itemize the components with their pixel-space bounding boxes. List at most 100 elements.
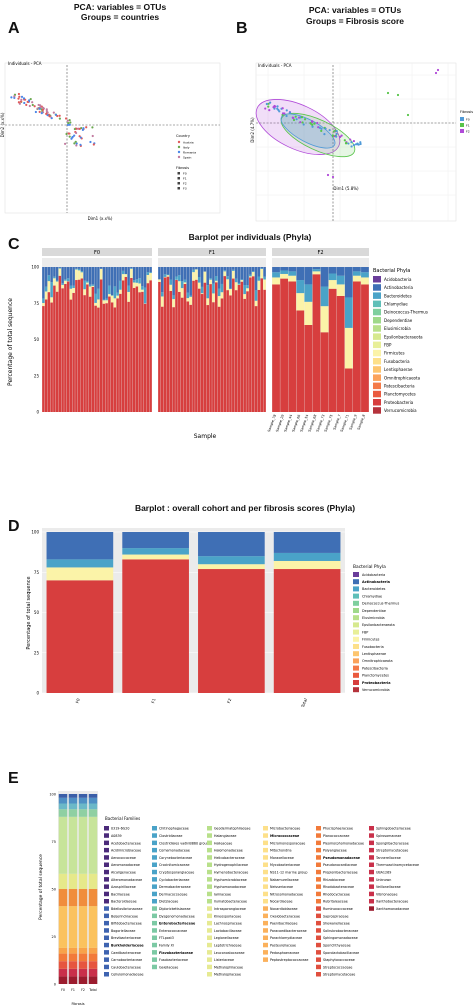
barplot-e-legend-label: Planococcaceae xyxy=(323,834,349,838)
barplot-e-legend-key xyxy=(263,862,268,867)
barplot-e-legend-label: Halomonadaceae xyxy=(214,849,243,853)
barplot-e-legend-label: Pasteurellaceae xyxy=(270,944,296,948)
barplot-e-legend-key xyxy=(316,826,321,831)
pca-a-legend2-key xyxy=(177,177,180,180)
barplot-c-bar-segment xyxy=(58,275,62,412)
pca-a-heading-1: PCA: variables = OTUs xyxy=(73,2,167,12)
pca-a-point xyxy=(28,104,31,108)
barplot-d-legend-label: Chlamydiae xyxy=(362,594,382,598)
barplot-c-bar-segment xyxy=(169,279,173,285)
pca-b-legend-key xyxy=(460,117,464,121)
barplot-e-legend-label: Intrasporangiaceae xyxy=(214,907,246,911)
barplot-e-ytick: 75 xyxy=(52,840,56,844)
barplot-c-xtick: Sample_78 xyxy=(267,414,277,432)
barplot-c-bar-segment xyxy=(200,286,204,294)
pca-a-point xyxy=(71,135,74,139)
barplot-e-legend-key xyxy=(104,920,109,926)
barplot-e-legend-key xyxy=(104,862,109,867)
barplot-c-bar-segment xyxy=(99,267,103,269)
barplot-c-bar-segment xyxy=(47,292,51,412)
barplot-e-bar-segment xyxy=(58,803,68,810)
barplot-e-legend-key xyxy=(316,840,321,846)
barplot-c-bar-segment xyxy=(234,278,238,283)
barplot-e-legend-key xyxy=(152,840,157,846)
barplot-c-xtick: Sample_44 xyxy=(283,414,293,432)
barplot-c-bar-segment xyxy=(223,270,227,272)
barplot-d-bar-segment xyxy=(122,554,189,560)
barplot-c-xtick: Sample_7 xyxy=(332,414,341,431)
barplot-c-bar-segment xyxy=(127,291,130,302)
barplot-e-bar-segment xyxy=(78,976,88,984)
barplot-e-legend-key xyxy=(207,935,212,940)
pca-b-point xyxy=(281,107,284,110)
barplot-d-legend-key xyxy=(353,644,359,649)
pca-b-point xyxy=(320,129,323,132)
barplot-c-bar-segment xyxy=(121,270,125,275)
barplot-c-bar-segment xyxy=(135,279,139,283)
barplot-e-legend-key xyxy=(316,877,321,882)
barplot-c-bar-segment xyxy=(217,306,221,412)
pca-a-legend-key xyxy=(177,150,181,154)
barplot-c-bar-segment xyxy=(172,307,175,412)
barplot-c-bar-segment xyxy=(94,305,97,412)
barplot-c-bar-segment xyxy=(149,267,152,273)
barplot-c-bar-segment xyxy=(110,295,114,296)
barplot-e-legend-label: Hymenobacteraceae xyxy=(214,871,248,875)
barplot-c-bar-segment xyxy=(304,301,313,325)
pca-b-legend-label: F0 xyxy=(466,118,470,122)
barplot-c-bar-segment xyxy=(169,267,173,280)
barplot-c-bar-segment xyxy=(42,267,45,299)
panel-letter-a: A xyxy=(8,20,20,37)
barplot-c-bar-segment xyxy=(124,274,128,277)
pca-b-point xyxy=(303,118,307,121)
barplot-d-bar-segment xyxy=(122,532,189,549)
pca-a-legend2-key xyxy=(177,182,180,185)
barplot-e-legend-label: Aeromonadaceae xyxy=(111,863,140,867)
barplot-c-bar-segment xyxy=(203,271,207,283)
barplot-c-bar-segment xyxy=(130,277,133,412)
barplot-c-bar-segment xyxy=(64,279,67,281)
barplot-e-ytick: 50 xyxy=(52,888,56,892)
pca-a-point xyxy=(69,121,72,124)
pca-b-heading-2: Groups = Fibrosis score xyxy=(305,16,404,26)
barplot-c-bar-segment xyxy=(141,267,144,287)
pca-a-legend2-label: F2 xyxy=(183,182,187,186)
barplot-c-bar-segment xyxy=(328,280,337,289)
barplot-e-bar-segment xyxy=(58,976,68,984)
pca-a-point xyxy=(65,132,68,136)
barplot-e-legend-label: Methylophilaceae xyxy=(214,965,243,969)
barplot-e-legend-key xyxy=(369,833,374,838)
pca-b-point xyxy=(350,145,353,148)
barplot-c-bar-segment xyxy=(249,267,252,275)
barplot-c-bar-segment xyxy=(132,287,136,412)
barplot-d-xtick: F1 xyxy=(150,697,157,704)
pca-a-legend-label: Italy xyxy=(183,146,190,150)
barplot-e-legend-label: Staphylococcaceae xyxy=(323,958,355,962)
pca-a-plot-area xyxy=(4,62,221,214)
barplot-e-legend-key xyxy=(263,899,268,904)
barplot-c-bar-segment xyxy=(328,288,337,412)
barplot-e-legend-label: Pedosphaeraceae xyxy=(270,951,299,955)
pca-b-point xyxy=(352,143,356,147)
barplot-e-legend-label: Hyphomonadaceae xyxy=(214,885,246,889)
pca-a-point xyxy=(17,92,21,96)
barplot-c-bar-segment xyxy=(61,288,64,412)
barplot-e-legend-label: Bdellovibrionaceae xyxy=(111,907,142,911)
barplot-e-legend-label: Halieaceae xyxy=(214,841,232,845)
barplot-c-bar-segment xyxy=(209,267,212,279)
barplot-c-bar-segment xyxy=(280,270,289,274)
barplot-c-facet-panel xyxy=(272,258,369,412)
barplot-c-bar-segment xyxy=(240,279,244,281)
pca-a-point xyxy=(13,95,16,98)
barplot-d-legend-label: Acidobacteria xyxy=(362,573,385,577)
barplot-e-legend-key xyxy=(263,826,268,831)
barplot-e-legend-label: Alcaligenaceae xyxy=(111,871,136,875)
barplot-c-bar-segment xyxy=(217,267,221,289)
pca-b-point xyxy=(283,112,286,115)
barplot-c-bar-segment xyxy=(175,276,178,280)
barplot-e-legend-label: Carnobacteriaceae xyxy=(111,958,142,962)
barplot-c-bar-segment xyxy=(186,267,190,293)
barplot-e-ytick: 0 xyxy=(54,983,56,987)
barplot-d-legend-label: Patescibacteria xyxy=(362,666,388,670)
pca-a-point xyxy=(27,99,31,102)
